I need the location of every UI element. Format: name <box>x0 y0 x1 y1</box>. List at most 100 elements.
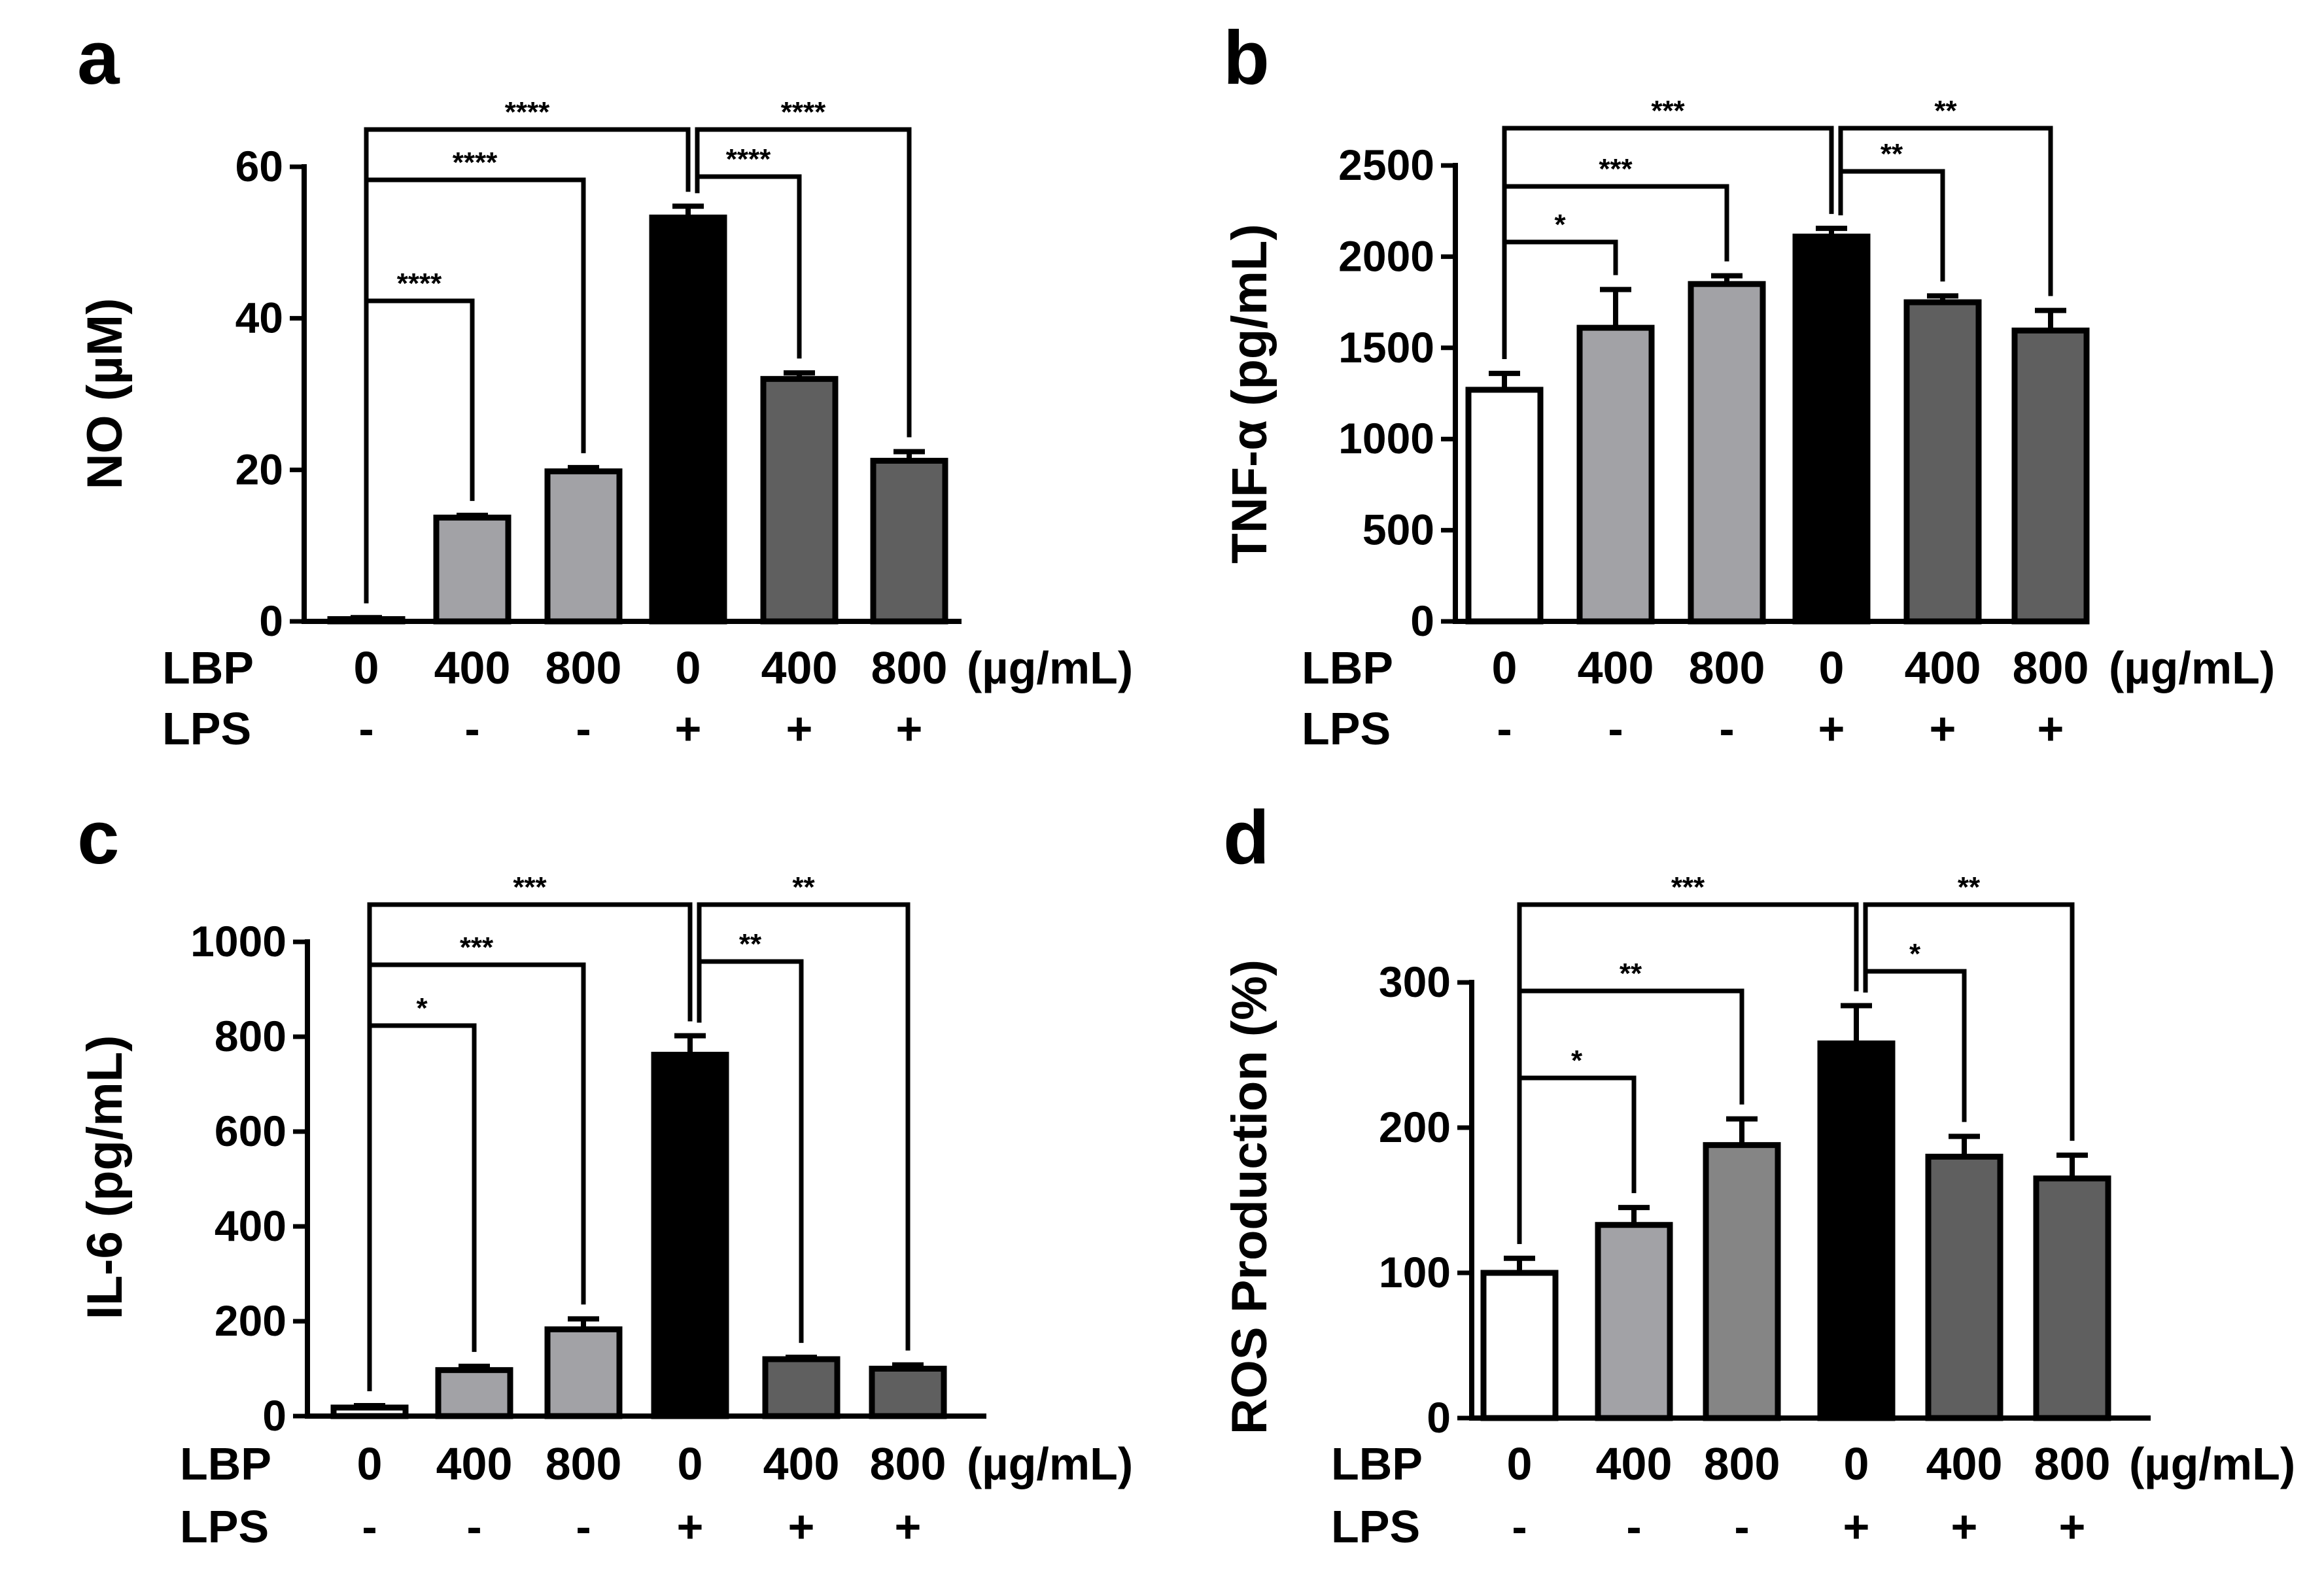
y-axis-label: TNF-α (pg/mL) <box>1222 224 1277 563</box>
y-tick-label: 400 <box>215 1202 286 1250</box>
lbp-dose-label: 800 <box>2034 1438 2111 1489</box>
significance-bracket <box>1838 169 1945 282</box>
lbp-dose-label: 800 <box>546 1438 622 1489</box>
lbp-dose-label: 0 <box>1844 1438 1869 1489</box>
lbp-dose-label: 400 <box>1578 642 1654 693</box>
unit-label: (µg/mL) <box>2109 642 2275 693</box>
y-tick-label: 100 <box>1379 1248 1451 1296</box>
significance-label: **** <box>781 96 826 128</box>
lbp-dose-label: 400 <box>1596 1438 1673 1489</box>
bar <box>433 514 512 625</box>
lps-status-label: - <box>1719 703 1734 754</box>
significance-bracket <box>1863 902 2075 1141</box>
bar <box>870 457 948 625</box>
bar <box>435 1367 513 1419</box>
y-tick-label: 2500 <box>1338 141 1434 189</box>
y-tick-label: 0 <box>262 1391 286 1440</box>
significance-label: * <box>1571 1045 1583 1077</box>
lps-status-label: + <box>677 1501 704 1552</box>
significance-label: ** <box>1934 95 1957 127</box>
lbp-dose-label: 0 <box>1492 642 1518 693</box>
lps-status-label: - <box>1512 1501 1527 1552</box>
lps-status-label: - <box>576 1501 591 1552</box>
lbp-dose-label: 0 <box>1507 1438 1533 1489</box>
significance-label: *** <box>1599 153 1633 185</box>
lbp-dose-label: 800 <box>870 1438 946 1489</box>
significance-label: **** <box>726 143 771 175</box>
lbp-dose-label: 800 <box>1689 642 1765 693</box>
bar <box>1688 281 1766 625</box>
lbp-dose-label: 0 <box>354 642 379 693</box>
y-tick-label: 60 <box>235 142 283 190</box>
lps-status-label: - <box>1626 1501 1641 1552</box>
lbp-dose-label: 400 <box>434 642 511 693</box>
y-tick-label: 40 <box>235 294 283 342</box>
panel-a: a NO (µM) 0 20 40 60 LBP LPS 0 - 400 - 800 - 0 +400 +800… <box>77 15 1133 754</box>
y-tick-label: 2000 <box>1338 232 1434 280</box>
lps-status-label: + <box>895 1501 922 1552</box>
bar <box>760 375 839 625</box>
y-tick-label: 0 <box>1427 1393 1451 1442</box>
chart-panels: a NO (µM) 0 20 40 60 LBP LPS 0 - 400 - 800 - 0 +400 +800… <box>77 15 2295 1552</box>
significance-label: **** <box>453 147 498 179</box>
unit-label: (µg/mL) <box>2129 1438 2295 1489</box>
bar <box>1703 1142 1781 1421</box>
lps-status-label: - <box>464 703 479 754</box>
significance-bracket <box>1517 1075 1637 1244</box>
lbp-dose-label: 0 <box>676 642 701 693</box>
lbp-dose-label: 800 <box>2013 642 2089 693</box>
y-tick-label: 300 <box>1379 958 1451 1006</box>
significance-label: *** <box>513 871 547 903</box>
panel-b: b TNF-α (pg/mL) 0 500 1000 1500 2000 2500 LBP LPS… <box>1222 15 2275 754</box>
y-axis-label: ROS Production (%) <box>1222 960 1277 1434</box>
lps-status-label: - <box>576 703 591 754</box>
unit-label: (µg/mL) <box>967 642 1133 693</box>
y-tick-label: 0 <box>259 597 283 645</box>
lps-status-label: - <box>1497 703 1512 754</box>
lbp-dose-label: 400 <box>763 1438 840 1489</box>
lps-status-label: - <box>466 1501 481 1552</box>
lbp-dose-label: 800 <box>546 642 622 693</box>
panel-c: c IL-6 (pg/mL) 0 200 400 600 800 1000 LBP LPS 0 - 40… <box>77 795 1133 1552</box>
lbp-dose-label: 0 <box>678 1438 703 1489</box>
significance-label: **** <box>397 268 442 300</box>
lps-status-label: + <box>1818 703 1845 754</box>
bar <box>1595 1222 1673 1421</box>
lbp-dose-label: 800 <box>871 642 948 693</box>
lps-status-label: + <box>1930 703 1956 754</box>
lps-status-label: + <box>1951 1501 1978 1552</box>
panel-letter: c <box>77 795 120 880</box>
y-tick-label: 20 <box>235 445 283 493</box>
lps-status-label: - <box>1608 703 1623 754</box>
lbp-dose-label: 400 <box>1926 1438 2003 1489</box>
lbp-row-label: LBP <box>1331 1438 1423 1489</box>
significance-bracket <box>697 959 804 1343</box>
bar <box>544 1326 623 1419</box>
y-tick-label: 200 <box>1379 1103 1451 1151</box>
significance-label: ** <box>1958 871 1981 903</box>
significance-label: ** <box>739 928 762 960</box>
bar <box>869 1366 947 1419</box>
y-tick-label: 500 <box>1362 506 1434 554</box>
bar <box>544 468 623 625</box>
y-tick-label: 0 <box>1410 597 1434 645</box>
y-tick-label: 600 <box>215 1107 286 1155</box>
significance-label: * <box>1909 938 1921 970</box>
lbp-row-label: LBP <box>1302 642 1393 693</box>
lbp-dose-label: 400 <box>1905 642 1981 693</box>
y-axis-label: IL-6 (pg/mL) <box>77 1035 133 1320</box>
lps-status-label: + <box>788 1501 815 1552</box>
unit-label: (µg/mL) <box>967 1438 1133 1489</box>
lps-row-label: LPS <box>162 703 251 754</box>
y-tick-label: 800 <box>215 1012 286 1060</box>
lps-row-label: LPS <box>1302 703 1391 754</box>
significance-label: * <box>1554 209 1566 241</box>
lbp-dose-label: 400 <box>436 1438 513 1489</box>
significance-label: *** <box>1671 871 1705 903</box>
lps-status-label: - <box>362 1501 377 1552</box>
panel-letter: d <box>1223 795 1270 880</box>
bar <box>1817 1040 1896 1421</box>
panel-d: d ROS Production (%) 0 100 200 300 LBP LPS 0 - 400… <box>1222 795 2295 1552</box>
lps-status-label: + <box>1843 1501 1870 1552</box>
